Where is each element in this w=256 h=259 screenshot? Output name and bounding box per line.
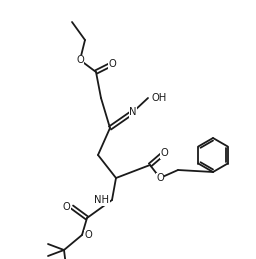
Text: O: O xyxy=(84,230,92,240)
Text: O: O xyxy=(160,148,168,158)
Text: O: O xyxy=(62,202,70,212)
Text: OH: OH xyxy=(152,93,167,103)
Text: O: O xyxy=(108,59,116,69)
Text: O: O xyxy=(156,173,164,183)
Text: O: O xyxy=(76,55,84,65)
Text: N: N xyxy=(129,107,137,117)
Text: NH: NH xyxy=(94,195,109,205)
